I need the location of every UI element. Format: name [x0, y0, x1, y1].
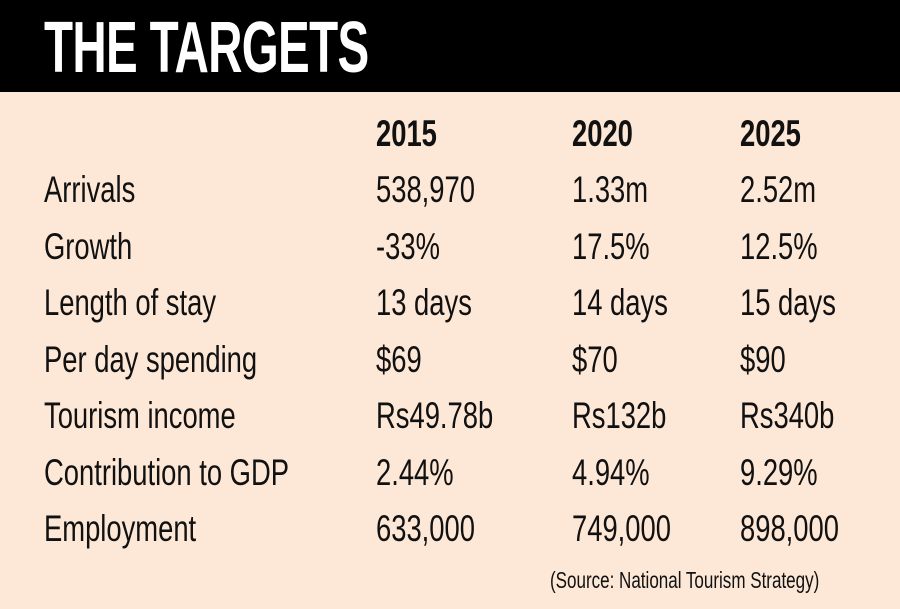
table-cell: 15 days: [740, 282, 836, 323]
row-label: Length of stay: [44, 282, 217, 323]
table-cell: 14 days: [572, 282, 668, 323]
table-cell: 17.5%: [572, 225, 650, 267]
table-cell: 749,000: [572, 508, 671, 549]
column-header: 2020: [572, 113, 633, 154]
row-label: Growth: [44, 225, 133, 267]
row-label: Tourism income: [44, 395, 236, 436]
table-cell: 2.44%: [376, 451, 454, 493]
row-label: Employment: [44, 508, 197, 549]
table-cell: 4.94%: [572, 451, 650, 493]
table-cell: 13 days: [376, 282, 472, 323]
title-bar: THE TARGETS: [0, 0, 900, 92]
table-cell: 633,000: [376, 508, 475, 549]
table-cell: -33%: [376, 225, 440, 267]
row-label: Contribution to GDP: [44, 451, 290, 493]
row-label: Per day spending: [44, 338, 258, 380]
column-header: 2025: [740, 113, 801, 154]
source-note: (Source: National Tourism Strategy): [550, 567, 820, 593]
table-cell: $90: [740, 338, 786, 380]
table-cell: Rs132b: [572, 395, 667, 436]
title: THE TARGETS: [44, 8, 369, 88]
row-label: Arrivals: [44, 169, 136, 210]
table-cell: 1.33m: [572, 169, 649, 210]
table-cell: 538,970: [376, 169, 475, 210]
table-cell: 9.29%: [740, 451, 818, 493]
table-cell: $69: [376, 338, 422, 380]
table-cell: 12.5%: [740, 225, 818, 267]
table-cell: Rs49.78b: [376, 395, 494, 436]
table-cell: 898,000: [740, 508, 839, 549]
column-header: 2015: [376, 113, 437, 154]
table-cell: 2.52m: [740, 169, 817, 210]
table-cell: Rs340b: [740, 395, 835, 436]
table-cell: $70: [572, 338, 618, 380]
